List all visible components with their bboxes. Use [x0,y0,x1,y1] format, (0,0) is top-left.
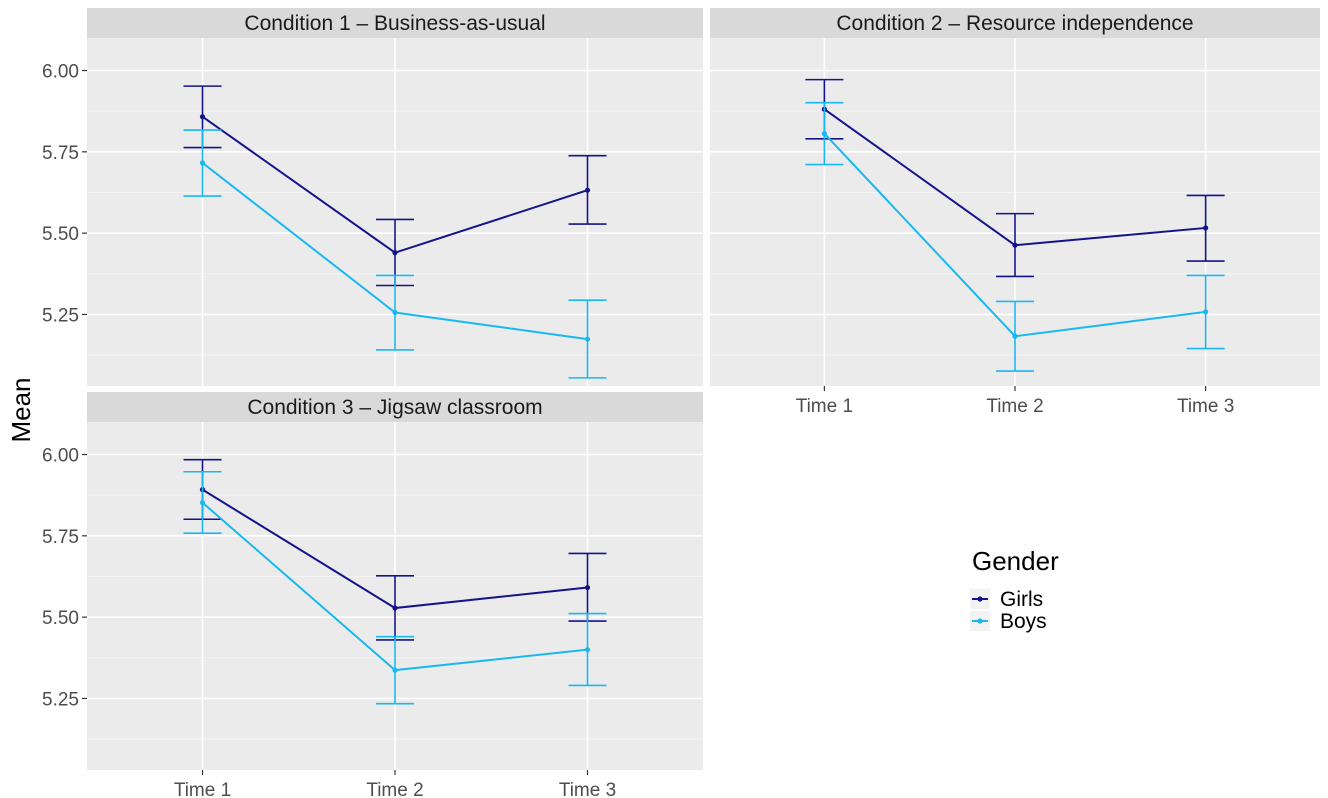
x-tick-label: Time 1 [174,780,231,798]
y-tick-label: 6.00 [42,446,79,467]
data-point [392,309,398,316]
panel-strip [87,8,703,38]
data-point [1012,333,1018,339]
legend-key-point [977,596,983,602]
series-girls [805,78,1225,278]
y-tick-label: 5.25 [42,305,79,326]
y-axis-title: Mean [6,377,36,442]
panel-title: Condition 1 – Business-as-usual [244,12,545,35]
panel-2: Condition 2 – Resource independence Time … [710,8,1320,417]
data-point [392,605,398,611]
data-point [1203,225,1209,231]
x-tick-label: Time 3 [559,780,616,798]
x-tick-label: Time 2 [986,396,1043,417]
data-point [1203,309,1209,315]
y-tick-label: 5.50 [42,608,79,629]
data-point [392,250,398,256]
series-boys [183,470,607,705]
legend-key-point [977,618,983,624]
panels: Condition 1 – Business-as-usual 6.00 5.75 5… [42,8,1320,798]
panel-strip [87,392,703,422]
panel-title: Condition 3 – Jigsaw classroom [247,396,542,419]
y-tick-label: 5.25 [42,689,79,710]
data-point [584,336,591,342]
x-tick-label: Time 2 [366,780,423,798]
panel-3: Condition 3 – Jigsaw classroom 6.00 5.75 5.… [42,392,703,798]
data-point [584,647,591,653]
data-point [199,500,206,506]
series-girls [183,458,607,641]
legend-label-boys: Boys [1000,610,1047,633]
data-point [199,114,206,120]
series-boys [183,129,607,379]
y-tick-label: 5.50 [42,224,79,245]
series-boys [805,101,1225,372]
panel-title: Condition 2 – Resource independence [836,12,1193,35]
y-tick-label: 5.75 [42,527,79,548]
y-tick-label: 5.75 [42,143,79,164]
y-tick-label: 6.00 [42,62,79,83]
panel-strip [710,8,1320,38]
data-point [584,584,591,591]
legend-title: Gender [972,546,1059,576]
data-point [584,187,591,193]
data-point [821,131,827,137]
panel-1: Condition 1 – Business-as-usual 6.00 5.75 5… [42,8,703,386]
x-tick-label: Time 3 [1177,396,1234,417]
x-tick-label: Time 1 [796,396,853,417]
data-point [392,667,398,673]
data-point [1012,242,1018,248]
legend-label-girls: Girls [1000,588,1043,611]
data-point [199,160,206,166]
